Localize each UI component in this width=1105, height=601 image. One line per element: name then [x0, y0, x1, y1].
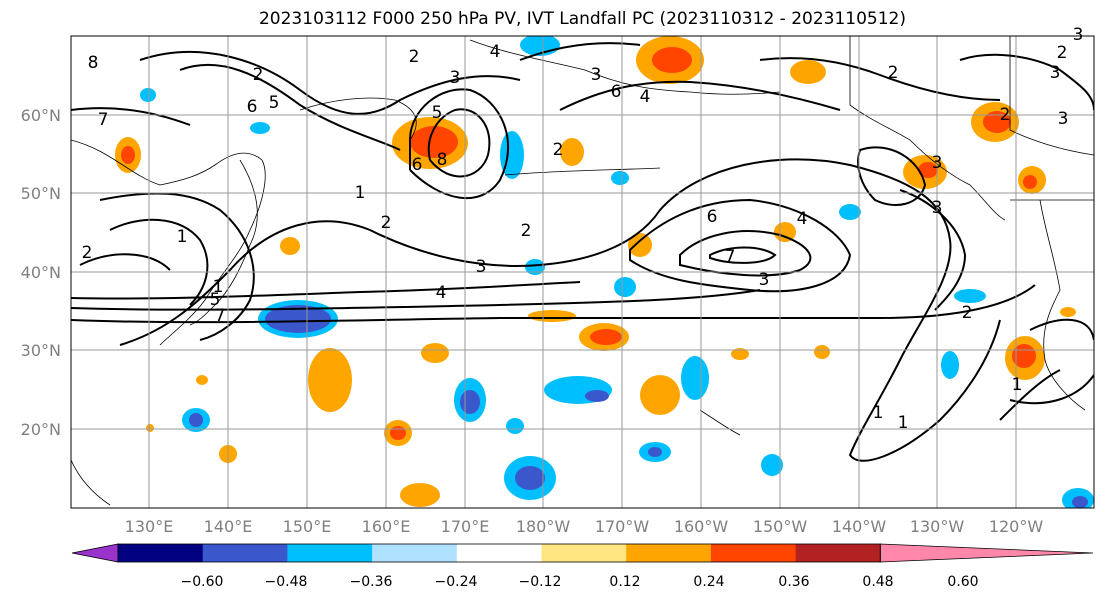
lat-label-50n: 50°N — [21, 184, 61, 203]
colorbar-tick-label: −0.48 — [265, 574, 308, 590]
colorbar-segment — [118, 544, 204, 562]
contour-label: 6 — [412, 155, 423, 175]
contour-label: 3 — [1073, 25, 1084, 45]
contour-label: 4 — [640, 87, 651, 107]
contour-label: 1 — [873, 403, 884, 423]
colorbar-segment — [456, 544, 542, 562]
contour-label: 3 — [450, 68, 461, 88]
contour-label: 3 — [1050, 63, 1061, 83]
lon-label: 160°W — [674, 517, 729, 536]
contour-label: 5 — [210, 290, 221, 310]
contour-label: 8 — [88, 53, 99, 73]
colorbar-extension-min — [71, 543, 119, 563]
contour-label: 2 — [521, 221, 532, 241]
lon-label: 150°W — [753, 517, 808, 536]
contour-label: 6 — [247, 97, 258, 117]
lon-label: 130°E — [125, 517, 174, 536]
colorbar-tick-label: 0.12 — [609, 574, 640, 590]
colorbar-segment — [541, 544, 627, 562]
contour-label: 3 — [591, 65, 602, 85]
colorbar-tick-label: −0.60 — [181, 574, 224, 590]
contour-label: 2 — [253, 65, 264, 85]
contour-label: 2 — [1000, 105, 1011, 125]
colorbar-outline — [117, 543, 881, 563]
colorbar-tick-label: −0.36 — [350, 574, 393, 590]
lon-label: 150°E — [283, 517, 332, 536]
colorbar-tick-label: 0.36 — [778, 574, 809, 590]
contour-label: 1 — [177, 227, 188, 247]
contour-label: 5 — [432, 103, 443, 123]
colorbar-tick-label: −0.12 — [519, 574, 562, 590]
latitude-labels: 60°N 50°N 40°N 30°N 20°N — [21, 106, 61, 439]
contour-label: 1 — [355, 183, 366, 203]
contour-label: 6 — [707, 207, 718, 227]
contour-label: 7 — [725, 247, 736, 267]
colorbar-segment — [287, 544, 373, 562]
lon-label: 140°E — [204, 517, 253, 536]
lon-label: 120°W — [989, 517, 1044, 536]
lat-label-30n: 30°N — [21, 341, 61, 360]
contour-label: 8 — [437, 150, 448, 170]
contour-label: 7 — [215, 306, 226, 326]
contour-label: 2 — [409, 47, 420, 67]
colorbar — [71, 543, 1094, 563]
longitude-labels: 130°E 140°E 150°E 160°E 170°E 180°W 170°… — [125, 517, 1044, 536]
colorbar-tick-labels: −0.60 −0.48 −0.36 −0.24 −0.12 0.12 0.24 … — [181, 574, 979, 590]
contour-label: 2 — [82, 243, 93, 263]
contour-label: 2 — [888, 63, 899, 83]
lon-label: 170°W — [595, 517, 650, 536]
contour-label: 5 — [269, 93, 280, 113]
lon-label: 180°W — [516, 517, 571, 536]
contour-label: 1 — [213, 277, 224, 297]
contour-labels: 8 2 5 3 4 6 7 8 2 4 1 2 5 6 2 4 1 2 3 1 … — [82, 25, 1084, 433]
colorbar-segment — [202, 544, 288, 562]
coastlines — [71, 36, 1094, 506]
contour-label: 3 — [932, 153, 943, 173]
contour-label: 3 — [759, 270, 770, 290]
lon-label: 170°E — [441, 517, 490, 536]
lon-label: 140°W — [832, 517, 887, 536]
contour-label: 1 — [1012, 375, 1023, 395]
lon-label: 130°W — [910, 517, 965, 536]
contour-label: 4 — [797, 209, 808, 229]
contour-label: 4 — [436, 283, 447, 303]
contour-label: 2 — [381, 213, 392, 233]
lat-label-20n: 20°N — [21, 420, 61, 439]
contour-label: 6 — [611, 82, 622, 102]
colorbar-tick-label: 0.60 — [947, 574, 978, 590]
lat-label-60n: 60°N — [21, 106, 61, 125]
contour-label: 4 — [490, 42, 501, 62]
map-frame — [70, 35, 1095, 509]
colorbar-segment — [795, 544, 881, 562]
colorbar-tick-label: 0.24 — [693, 574, 724, 590]
lat-label-40n: 40°N — [21, 263, 61, 282]
contour-label: 3 — [476, 257, 487, 277]
graticule — [71, 36, 1094, 508]
contour-label: 2 — [1057, 43, 1068, 63]
contour-label: 2 — [962, 303, 973, 323]
colorbar-segment — [372, 544, 458, 562]
colorbar-tick-label: −0.24 — [435, 574, 478, 590]
map-title: 2023103112 F000 250 hPa PV, IVT Landfall… — [258, 9, 906, 29]
contour-label: 3 — [1058, 109, 1069, 129]
colorbar-extension-max — [879, 543, 1094, 563]
colorbar-segment — [626, 544, 712, 562]
colorbar-tick-label: 0.48 — [862, 574, 893, 590]
colorbar-segment — [710, 544, 797, 562]
contour-label: 3 — [932, 198, 943, 218]
lon-label: 160°E — [362, 517, 411, 536]
contour-label: 2 — [553, 140, 564, 160]
contour-label: 7 — [98, 110, 109, 130]
pv-contours — [71, 42, 1094, 462]
contour-label: 1 — [898, 413, 909, 433]
